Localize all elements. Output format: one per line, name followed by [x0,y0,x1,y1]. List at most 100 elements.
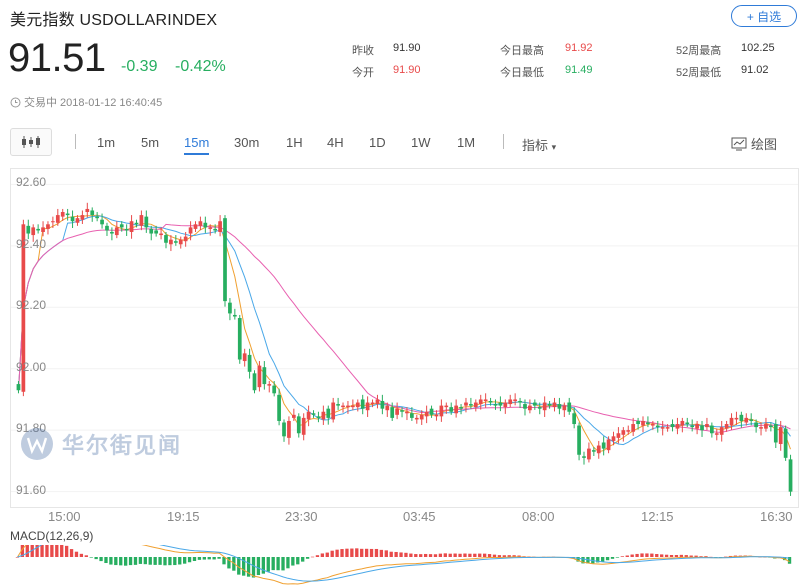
candle-body [690,425,695,428]
candle-body [385,405,390,411]
timeframe-tab-1d[interactable]: 1D [369,135,386,150]
timeframe-tab-1m[interactable]: 1m [97,135,116,150]
x-axis-tick-label: 23:30 [285,509,318,524]
candle-body [503,402,508,408]
candle-body [577,425,581,455]
open-label: 今开 [352,67,374,79]
macd-histogram-bar [419,554,423,557]
macd-histogram-bar [64,545,69,557]
macd-histogram-bar [355,548,359,557]
macd-histogram-bar [133,557,138,565]
timeframe-tab-4h[interactable]: 4H [327,135,344,150]
candlestick-icon [22,136,40,148]
candle-body [129,221,134,232]
day-high-value: 91.92 [565,42,593,54]
macd-histogram-bar [60,545,64,557]
candle-body [247,354,252,372]
candle-body [400,410,404,412]
candle-body [754,422,758,428]
candle-body [488,400,493,403]
add-watchlist-button[interactable]: + 自选 [731,5,797,27]
candle-body [405,411,409,414]
candle-body [257,365,262,388]
candle-body [739,414,744,421]
macd-histogram-bar [601,557,605,562]
draw-label: 绘图 [751,137,778,152]
macd-histogram-bar [281,557,285,571]
w52-low-value: 91.02 [741,64,769,76]
candlestick-type-button[interactable] [10,128,52,156]
x-axis-tick-label: 15:00 [48,509,81,524]
candle-body [469,404,473,406]
macd-histogram-bar [158,557,162,565]
macd-histogram-bar [99,557,103,562]
candle-body [287,420,291,438]
macd-histogram-bar [640,553,644,557]
day-low-label: 今日最低 [500,67,544,79]
macd-histogram-bar [458,553,462,557]
macd-histogram-bar [620,556,624,557]
macd-histogram-bar [423,553,428,557]
price-change-percent: -0.42% [175,58,226,75]
timeframe-tab-1m[interactable]: 1M [457,135,476,150]
macd-histogram-bar [325,552,329,557]
macd-histogram-bar [187,557,192,563]
macd-histogram-bar [723,556,728,558]
macd-histogram-bar [104,557,108,564]
timeframe-tab-1w[interactable]: 1W [411,135,431,150]
candle-body [55,215,60,223]
macd-histogram-bar [694,555,698,557]
macd-histogram-bar [15,557,20,558]
candle-body [16,384,21,391]
macd-histogram-bar [428,554,433,557]
candle-body [621,430,626,435]
candle-body [282,422,286,437]
macd-histogram-bar [119,557,123,566]
candle-body [759,427,763,429]
macd-histogram-bar [492,554,497,557]
macd-histogram-bar [699,556,703,557]
draw-tool-button[interactable]: 绘图 [731,134,777,153]
candle-body [70,216,75,222]
price-chart[interactable] [10,168,799,508]
timeframe-tab-1h[interactable]: 1H [286,135,303,150]
toolbar-divider [75,134,76,149]
candle-body [729,417,734,426]
candle-body [90,210,95,216]
candle-body [267,384,272,386]
candle-body [21,224,26,392]
prev-close-label: 昨收 [352,45,374,57]
indicator-dropdown[interactable]: 指标 ▾ [522,135,556,154]
candle-body [395,408,399,415]
candle-body [528,405,532,411]
candle-body [537,407,542,409]
w52-high-value: 102.25 [741,42,775,54]
y-axis-tick-label: 91.60 [16,482,47,497]
candle-body [375,399,380,405]
timeframe-tab-30m[interactable]: 30m [234,135,260,150]
x-axis-tick-label: 12:15 [641,509,674,524]
candle-body [149,228,154,234]
candle-body [119,224,124,228]
candle-body [705,424,709,428]
candle-body [306,411,311,420]
candle-body [173,241,178,243]
macd-histogram-bar [610,557,615,559]
candle-body [439,405,444,417]
candle-body [341,405,345,408]
candle-body [311,413,316,415]
macd-histogram-bar [212,557,216,560]
candle-body [709,425,714,434]
candle-body [572,413,577,425]
candle-body [51,221,55,223]
candle-body [601,442,606,449]
candle-body [616,433,621,438]
timeframe-tab-5m[interactable]: 5m [141,135,160,150]
macd-histogram-bar [369,548,374,557]
price-chart-svg[interactable] [11,169,798,507]
macd-histogram-bar [20,545,25,557]
candle-body [680,420,685,426]
candle-body [724,424,729,429]
x-axis-tick-label: 03:45 [403,509,436,524]
timeframe-tab-15m[interactable]: 15m [184,135,210,155]
